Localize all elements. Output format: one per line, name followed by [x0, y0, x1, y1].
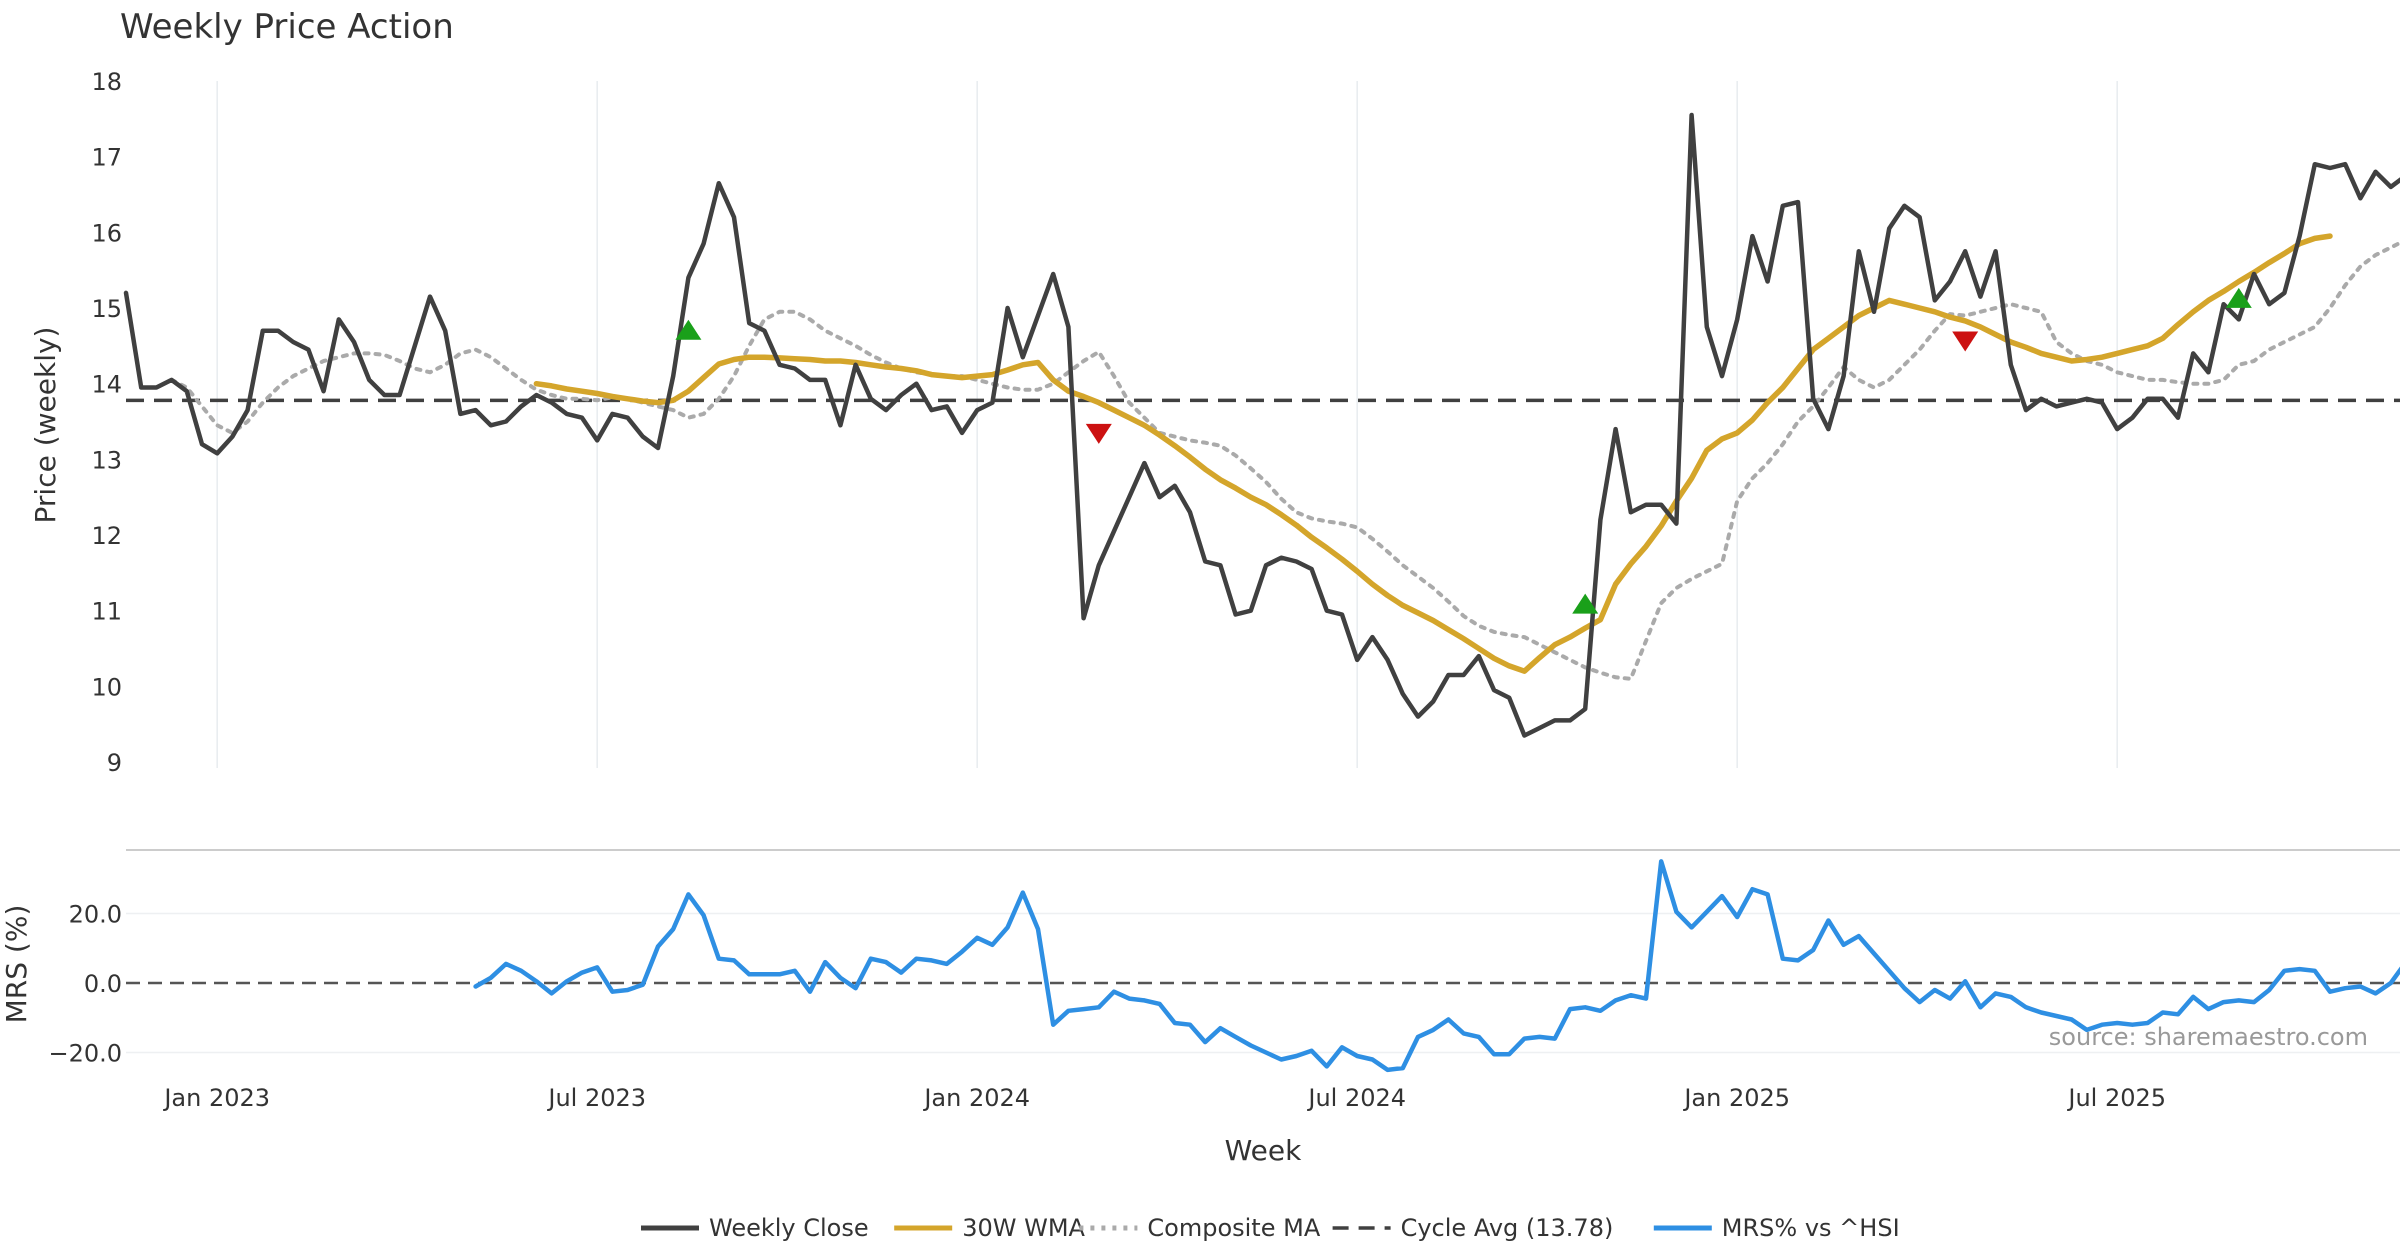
x-tick-label: Jan 2023 — [162, 1084, 270, 1112]
mrs-y-tick-label: −20.0 — [48, 1040, 122, 1068]
legend-item: Weekly Close — [641, 1214, 869, 1242]
x-tick-label: Jul 2025 — [2066, 1084, 2166, 1112]
source-label: source: sharemaestro.com — [2049, 1023, 2368, 1051]
legend-item: 30W WMA — [894, 1214, 1086, 1242]
sell-signal-marker — [1085, 423, 1112, 444]
mrs-y-tick-label: 20.0 — [69, 901, 122, 929]
weekly-close-line — [123, 112, 2400, 738]
x-tick-label: Jan 2024 — [922, 1084, 1030, 1112]
mrs-y-tick-label: 0.0 — [84, 970, 122, 998]
chart-title: Weekly Price Action — [120, 7, 454, 47]
price-y-tick-label: 12 — [91, 522, 122, 550]
x-tick-label: Jul 2023 — [546, 1084, 646, 1112]
price-y-tick-label: 16 — [91, 219, 122, 247]
buy-signal-marker — [675, 319, 702, 340]
price-y-tick-label: 14 — [91, 371, 122, 399]
price-y-tick-label: 13 — [91, 446, 122, 474]
price-y-axis-title: Price (weekly) — [29, 327, 62, 524]
price-y-tick-label: 17 — [91, 144, 122, 172]
x-axis-title: Week — [1225, 1134, 1302, 1167]
legend-label: Cycle Avg (13.78) — [1401, 1214, 1614, 1242]
x-tick-label: Jul 2024 — [1306, 1084, 1406, 1112]
legend-label: MRS% vs ^HSI — [1722, 1214, 1900, 1242]
price-y-tick-label: 18 — [91, 68, 122, 96]
sell-signal-marker — [1952, 331, 1979, 352]
legend-item: MRS% vs ^HSI — [1653, 1214, 1900, 1242]
buy-signal-marker — [1572, 593, 1599, 614]
wma-30w-line — [533, 233, 2333, 674]
price-y-tick-label: 15 — [91, 295, 122, 323]
mrs-y-axis-title: MRS (%) — [0, 905, 33, 1024]
price-y-tick-label: 11 — [91, 598, 122, 626]
composite-ma-line — [169, 240, 2400, 681]
price-y-tick-label: 10 — [91, 673, 122, 701]
legend-label: Composite MA — [1147, 1214, 1320, 1242]
mrs-line — [473, 859, 2400, 1073]
legend-label: Weekly Close — [709, 1214, 869, 1242]
price-y-tick-label: 9 — [107, 749, 122, 777]
legend-item: Composite MA — [1079, 1214, 1321, 1242]
x-tick-label: Jan 2025 — [1682, 1084, 1790, 1112]
legend-item: Cycle Avg (13.78) — [1332, 1214, 1614, 1242]
legend-label: 30W WMA — [962, 1214, 1085, 1242]
buy-signal-marker — [2225, 287, 2252, 308]
